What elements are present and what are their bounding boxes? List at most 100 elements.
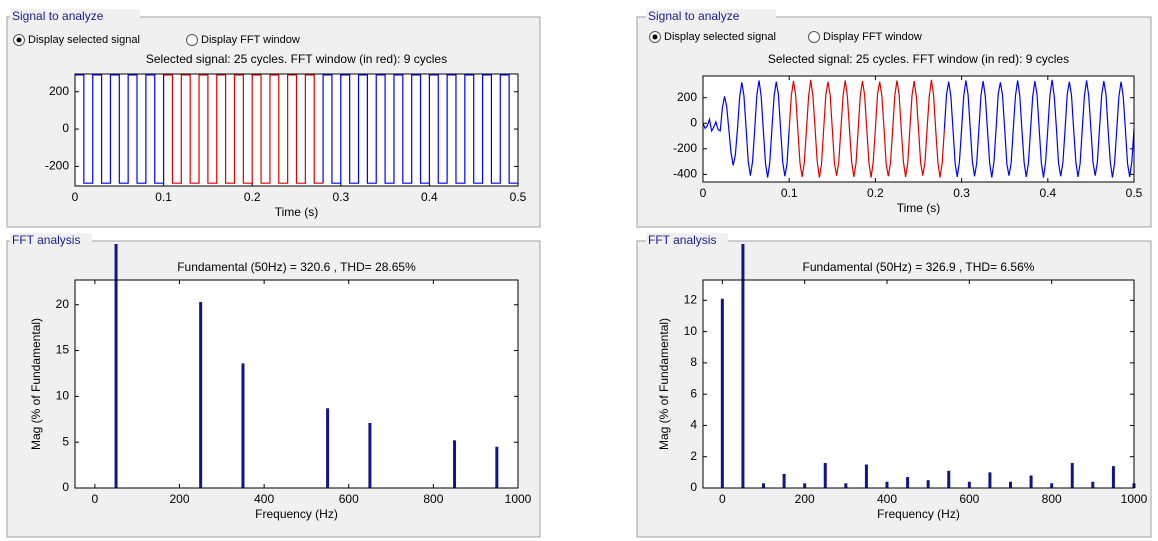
bar — [967, 481, 971, 488]
x-axis-label: Frequency (Hz) — [877, 507, 960, 521]
chart-title: Selected signal: 25 cycles. FFT window (… — [146, 52, 447, 66]
y-tick-label: 0 — [690, 480, 697, 494]
y-tick-label: 2 — [690, 449, 697, 463]
bar — [495, 446, 499, 488]
x-tick-label: 0 — [72, 190, 79, 204]
bar — [241, 363, 245, 488]
radio-label[interactable]: Display selected signal — [664, 31, 776, 43]
y-tick-label: -200 — [45, 159, 69, 173]
bar — [782, 473, 786, 488]
chart-title: Fundamental (50Hz) = 320.6 , THD= 28.65% — [177, 260, 416, 274]
y-tick-label: 200 — [49, 84, 69, 98]
bar — [453, 440, 457, 488]
y-axis-label: Mag (% of Fundamental) — [657, 318, 671, 450]
x-tick-label: 0.3 — [953, 186, 970, 200]
x-tick-label: 600 — [339, 492, 359, 506]
panel-title: Signal to analyze — [648, 9, 740, 23]
plot-frame — [74, 73, 519, 187]
x-tick-label: 400 — [254, 492, 274, 506]
x-tick-label: 200 — [795, 492, 815, 506]
bar — [926, 480, 930, 488]
x-axis-label: Time (s) — [897, 201, 941, 215]
y-axis-label: Mag (% of Fundamental) — [29, 318, 43, 450]
x-tick-label: 0.1 — [155, 190, 172, 204]
x-tick-label: 800 — [423, 492, 443, 506]
x-tick-label: 800 — [1042, 492, 1062, 506]
signal-line — [788, 79, 945, 178]
bar — [368, 422, 372, 488]
y-tick-label: 12 — [684, 293, 698, 307]
bar — [326, 408, 330, 488]
y-tick-label: 8 — [690, 355, 697, 369]
bar — [1029, 475, 1033, 488]
y-tick-label: -200 — [673, 141, 697, 155]
panel-title: FFT analysis — [12, 233, 80, 247]
y-tick-label: 10 — [684, 324, 698, 338]
bar — [720, 298, 724, 488]
y-tick-label: 20 — [56, 297, 70, 311]
x-tick-label: 0.1 — [781, 186, 798, 200]
x-tick-label: 0.4 — [1039, 186, 1056, 200]
bar — [988, 472, 992, 488]
y-tick-label: 0 — [62, 480, 69, 494]
radio-label[interactable]: Display FFT window — [201, 34, 300, 46]
y-tick-label: 4 — [690, 418, 697, 432]
bar — [741, 244, 745, 488]
x-tick-label: 0.4 — [421, 190, 438, 204]
x-axis-label: Frequency (Hz) — [255, 507, 338, 521]
x-tick-label: 400 — [877, 492, 897, 506]
signal-line — [702, 79, 1135, 178]
y-tick-label: 10 — [56, 389, 70, 403]
radio-label[interactable]: Display selected signal — [28, 34, 140, 46]
radio[interactable] — [186, 34, 198, 46]
radio-dot — [652, 34, 658, 40]
bar — [114, 244, 118, 488]
title-bg — [646, 233, 728, 247]
x-tick-label: 0.2 — [867, 186, 884, 200]
radio-label[interactable]: Display FFT window — [823, 31, 922, 43]
signal-line — [75, 74, 518, 184]
plot-frame — [702, 279, 1135, 489]
x-tick-label: 0.3 — [332, 190, 349, 204]
bar — [864, 464, 868, 488]
x-tick-label: 0.5 — [1126, 186, 1143, 200]
radio-dot — [16, 37, 22, 43]
bar — [1050, 483, 1054, 488]
x-tick-label: 0 — [700, 186, 707, 200]
signal-line — [163, 74, 324, 184]
y-tick-label: 5 — [62, 434, 69, 448]
y-tick-label: 15 — [56, 343, 70, 357]
x-tick-label: 600 — [959, 492, 979, 506]
x-tick-label: 0 — [92, 492, 99, 506]
plot-frame — [74, 279, 519, 489]
radio[interactable] — [808, 31, 820, 43]
bar — [1111, 466, 1115, 488]
bar — [1091, 481, 1095, 488]
bar — [803, 483, 807, 488]
bar — [844, 483, 848, 488]
bar — [906, 477, 910, 488]
bar — [199, 301, 203, 488]
bar — [823, 462, 827, 488]
chart-title: Selected signal: 25 cycles. FFT window (… — [768, 52, 1069, 66]
panel-title: FFT analysis — [648, 233, 716, 247]
bar — [1070, 462, 1074, 488]
title-bg — [10, 233, 92, 247]
x-axis-label: Time (s) — [275, 205, 319, 219]
title-bg — [646, 9, 776, 23]
y-tick-label: 0 — [62, 121, 69, 135]
bar — [762, 483, 766, 488]
y-tick-label: 200 — [677, 90, 697, 104]
y-tick-label: 0 — [690, 115, 697, 129]
x-tick-label: 200 — [169, 492, 189, 506]
chart-title: Fundamental (50Hz) = 326.9 , THD= 6.56% — [803, 260, 1035, 274]
y-tick-label: -400 — [673, 167, 697, 181]
x-tick-label: 1000 — [505, 492, 532, 506]
y-tick-label: 6 — [690, 386, 697, 400]
plot-frame — [702, 75, 1135, 183]
x-tick-label: 0.5 — [510, 190, 527, 204]
plot-area — [75, 280, 518, 488]
plot-area — [703, 280, 1134, 488]
